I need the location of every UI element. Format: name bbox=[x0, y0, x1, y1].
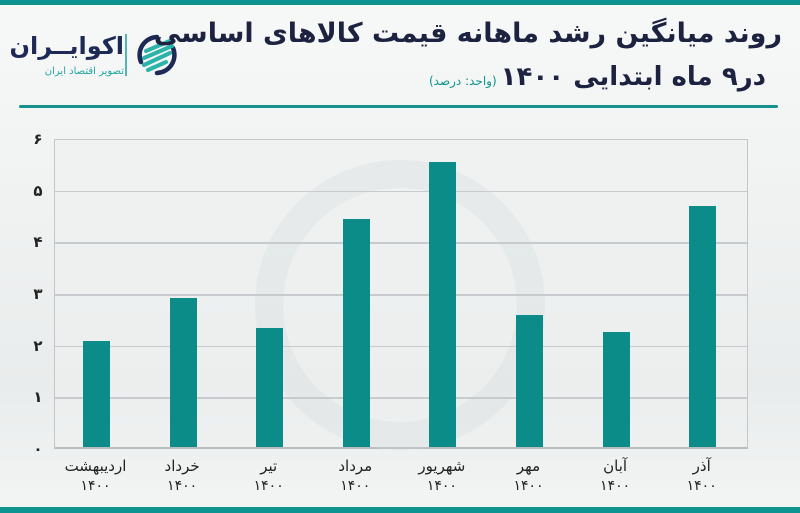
x-tick-label: شهریور ۱۴۰۰ bbox=[399, 456, 485, 496]
month-label: شهریور bbox=[418, 457, 466, 475]
logo-separator bbox=[125, 34, 127, 76]
x-tick-label: آذر ۱۴۰۰ bbox=[659, 456, 745, 496]
x-tick-label: آبان ۱۴۰۰ bbox=[572, 456, 658, 496]
y-tick-label: ۱ bbox=[33, 388, 43, 407]
year-label: ۱۴۰۰ bbox=[167, 478, 198, 494]
year-label: ۱۴۰۰ bbox=[340, 478, 371, 494]
bar bbox=[169, 298, 197, 447]
y-tick-label: ۰ bbox=[33, 440, 43, 458]
y-tick-label: ۳ bbox=[33, 285, 43, 303]
year-label: ۱۴۰۰ bbox=[426, 478, 457, 494]
month-label: اردیبهشت bbox=[64, 457, 127, 475]
bar bbox=[342, 218, 370, 447]
x-tick-label: تیر ۱۴۰۰ bbox=[226, 456, 312, 496]
bar bbox=[83, 341, 110, 447]
gridline bbox=[55, 190, 747, 193]
y-tick-label: ۵ bbox=[33, 181, 43, 200]
bottom-accent-bar bbox=[0, 507, 800, 513]
month-label: خرداد bbox=[164, 457, 200, 475]
x-tick-label: مرداد ۱۴۰۰ bbox=[312, 456, 398, 496]
month-label: مرداد bbox=[338, 457, 373, 475]
logo-tagline: تصویر اقتصاد ایران bbox=[44, 66, 124, 77]
x-tick-label: مهر ۱۴۰۰ bbox=[486, 456, 572, 496]
bar bbox=[689, 206, 717, 447]
plot-area bbox=[54, 139, 748, 450]
month-label: مهر bbox=[516, 457, 541, 475]
month-label: آبان bbox=[603, 457, 628, 475]
chart-title-line1: روند میانگین رشد ماهانه قیمت کالاهای اسا… bbox=[153, 18, 783, 49]
header-divider bbox=[19, 105, 778, 108]
y-tick-label: ۴ bbox=[33, 233, 43, 252]
bar bbox=[256, 328, 284, 447]
year-label: ۱۴۰۰ bbox=[686, 478, 717, 494]
bar bbox=[429, 162, 457, 447]
bar bbox=[516, 315, 543, 447]
year-label: ۱۴۰۰ bbox=[253, 478, 284, 494]
ecoiran-logo: اکوایــران تصویر اقتصاد ایران bbox=[9, 28, 188, 84]
chart-title-line2: در۹ ماه ابتدایی ۱۴۰۰ bbox=[500, 62, 766, 92]
chart-title-line2-wrap: در۹ ماه ابتدایی ۱۴۰۰ (واحد: درصد) bbox=[429, 62, 766, 92]
gridline bbox=[55, 397, 747, 399]
year-label: ۱۴۰۰ bbox=[513, 478, 544, 494]
bar bbox=[602, 331, 630, 447]
month-label: تیر bbox=[260, 457, 278, 475]
y-tick-label: ۶ bbox=[33, 130, 43, 148]
gridline bbox=[55, 294, 747, 296]
top-accent-bar bbox=[0, 0, 800, 5]
y-tick-label: ۲ bbox=[33, 336, 43, 355]
watermark-logo-icon bbox=[255, 160, 545, 450]
gridline bbox=[55, 345, 747, 348]
gridline bbox=[55, 242, 747, 244]
ecoiran-swirl-icon bbox=[137, 34, 177, 76]
unit-note: (واحد: درصد) bbox=[428, 74, 497, 88]
logo-name: اکوایــران bbox=[9, 32, 124, 60]
year-label: ۱۴۰۰ bbox=[600, 478, 631, 494]
x-tick-label: اردیبهشت ۱۴۰۰ bbox=[53, 456, 139, 496]
month-label: آذر bbox=[692, 457, 711, 475]
x-tick-label: خرداد ۱۴۰۰ bbox=[139, 456, 225, 496]
year-label: ۱۴۰۰ bbox=[80, 478, 111, 494]
